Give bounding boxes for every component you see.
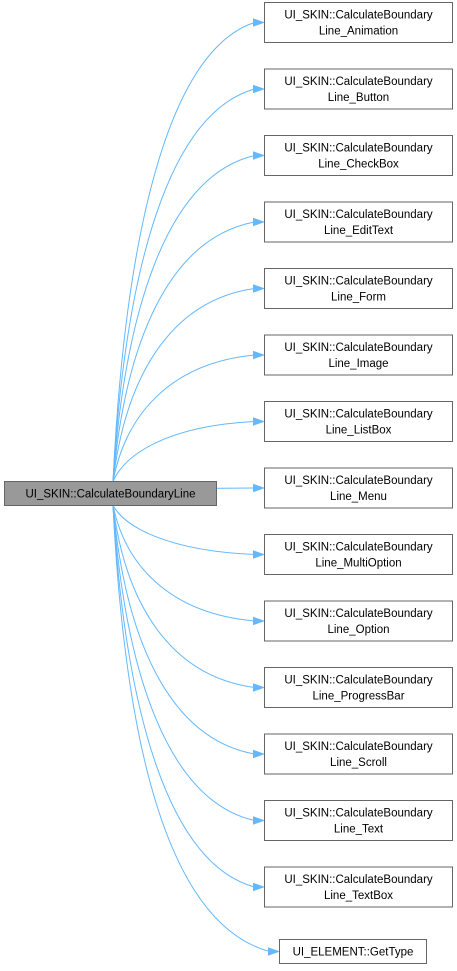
callee-node-label: UI_ELEMENT::GetType [293,947,414,959]
callee-node-label-line1: UI_SKIN::CalculateBoundary [284,741,433,753]
call-edge [112,221,255,482]
callee-node-label-line1: UI_SKIN::CalculateBoundary [284,409,433,421]
call-edge [112,505,255,888]
root-node[interactable]: UI_SKIN::CalculateBoundaryLine [4,481,217,506]
callee-node[interactable]: UI_SKIN::CalculateBoundaryLine_Button [264,68,453,110]
call-edge-arrowhead [253,18,266,27]
callee-node[interactable]: UI_SKIN::CalculateBoundaryLine_Text [264,800,453,841]
callee-node[interactable]: UI_SKIN::CalculateBoundaryLine_ProgressB… [264,667,453,708]
callee-node-label-line2: Line_TextBox [324,890,393,902]
callee-node[interactable]: UI_SKIN::CalculateBoundaryLine_Image [264,334,453,376]
callee-node-box [264,467,453,509]
callee-node-label-line2: Line_Image [328,358,388,370]
call-edge-arrowhead [253,84,266,94]
callee-node[interactable]: UI_SKIN::CalculateBoundaryLine_ListBox [264,401,453,442]
callee-node-label-line1: UI_SKIN::CalculateBoundary [284,475,433,487]
callee-node[interactable]: UI_SKIN::CalculateBoundaryLine_Scroll [264,733,453,775]
call-edge-arrowhead [253,151,266,160]
callee-node-label-line1: UI_SKIN::CalculateBoundary [284,808,433,820]
callee-node[interactable]: UI_SKIN::CalculateBoundaryLine_CheckBox [264,135,453,176]
callee-node-label-line1: UI_SKIN::CalculateBoundary [284,10,433,22]
callee-node-box [264,334,453,376]
callee-node-box [264,866,453,908]
call-edge [112,505,255,755]
call-edge [112,421,255,482]
callee-node-label-line1: UI_SKIN::CalculateBoundary [284,143,433,155]
callee-node[interactable]: UI_SKIN::CalculateBoundaryLine_TextBox [264,866,453,908]
callee-node-label-line1: UI_SKIN::CalculateBoundary [284,874,433,886]
callee-node[interactable]: UI_SKIN::CalculateBoundaryLine_Menu [264,467,453,509]
callee-node-label-line2: Line_Button [328,92,389,104]
call-edge-arrowhead [253,417,266,426]
callee-node-label-line1: UI_SKIN::CalculateBoundary [284,209,433,221]
callee-node-label-line1: UI_SKIN::CalculateBoundary [284,76,433,88]
callee-node-box [264,268,453,309]
callee-node-box [264,201,453,243]
root-node-box [4,481,217,506]
call-edge [112,505,270,952]
callee-node[interactable]: UI_SKIN::CalculateBoundaryLine_Option [264,600,453,642]
callee-node-label-line1: UI_SKIN::CalculateBoundary [284,342,433,354]
call-edge [112,505,255,688]
callee-node-box [264,68,453,110]
callee-node-box [264,401,453,442]
call-edge-arrowhead [253,683,266,692]
call-edge [112,505,255,555]
call-edge-arrowhead [253,284,266,293]
call-edge-arrowhead [253,483,266,493]
call-nodes: UI_SKIN::CalculateBoundaryLine UI_SKIN::… [4,2,453,964]
callee-node-label-line2: Line_Scroll [330,757,387,769]
callee-node-label-line1: UI_SKIN::CalculateBoundary [284,276,433,288]
callee-node-label-line2: Line_CheckBox [318,159,399,171]
callee-node[interactable]: UI_ELEMENT::GetType [279,939,427,964]
call-edge-arrowhead [253,616,266,626]
callee-node[interactable]: UI_SKIN::CalculateBoundaryLine_Form [264,268,453,309]
call-edge [112,505,255,821]
callee-node-label-line2: Line_ProgressBar [312,691,404,703]
call-edge-arrowhead [253,882,266,892]
call-edge-arrowhead [253,217,266,227]
call-edge [112,288,255,482]
call-edge [112,155,255,482]
call-edge-arrowhead [253,816,266,825]
callee-node-label-line2: Line_ListBox [326,425,392,437]
callee-node-box [264,600,453,642]
callee-node-label-line2: Line_Text [334,824,384,836]
callee-node-box [279,939,427,964]
root-node-label: UI_SKIN::CalculateBoundaryLine [25,489,195,501]
call-edge-arrowhead [253,749,266,759]
callee-node-label-line1: UI_SKIN::CalculateBoundary [284,675,433,687]
callee-node-label-line2: Line_Menu [330,491,387,503]
callee-node-label-line2: Line_Form [331,292,386,304]
callee-node-label-line1: UI_SKIN::CalculateBoundary [284,608,433,620]
call-edge-arrowhead [268,947,281,956]
callee-node-box [264,2,453,43]
call-edge [112,88,255,482]
call-edge-arrowhead [253,350,266,360]
callee-node-box [264,135,453,176]
call-edge-arrowhead [253,550,266,559]
callee-node-label-line2: Line_Animation [319,26,398,38]
call-edge [112,505,255,622]
callee-node-box [264,733,453,775]
callee-node-label-line2: Line_EditText [324,225,394,237]
call-edge [112,354,255,482]
call-edge [112,22,255,482]
callee-node-label-line1: UI_SKIN::CalculateBoundary [284,542,433,554]
callee-node[interactable]: UI_SKIN::CalculateBoundaryLine_Animation [264,2,453,43]
callee-node-box [264,800,453,841]
callee-node-label-line2: Line_Option [327,624,389,636]
callee-node-box [264,667,453,708]
callee-node-box [264,534,453,575]
callee-node[interactable]: UI_SKIN::CalculateBoundaryLine_EditText [264,201,453,243]
callee-node-label-line2: Line_MultiOption [315,558,401,570]
call-edges [112,18,281,956]
callee-node[interactable]: UI_SKIN::CalculateBoundaryLine_MultiOpti… [264,534,453,575]
